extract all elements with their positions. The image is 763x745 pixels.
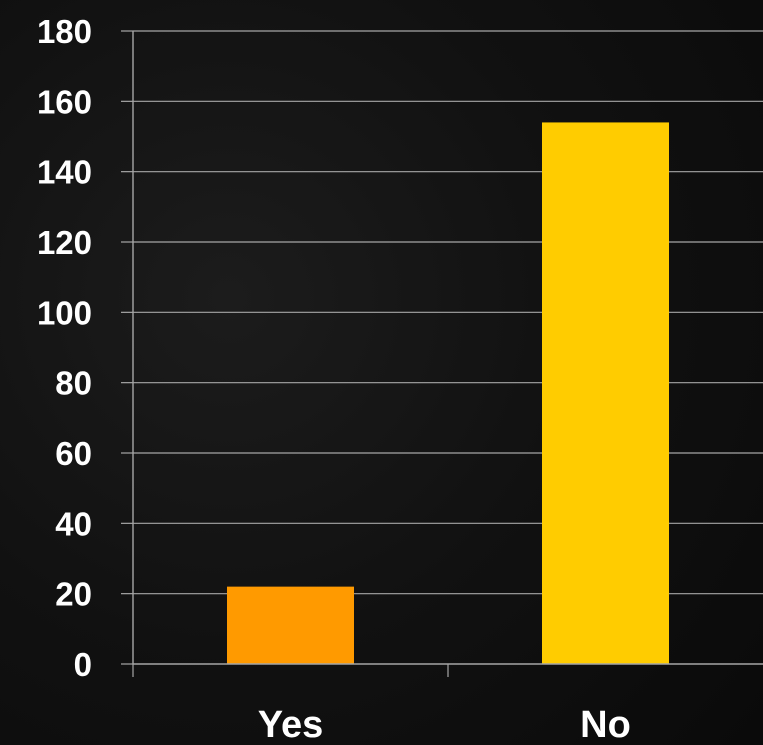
y-tick-label: 120 <box>37 224 92 261</box>
bars <box>227 122 669 664</box>
x-category-label: No <box>580 704 631 745</box>
y-axis-tick-labels: 0 20 40 60 80 100 120 140 160 180 <box>37 13 92 683</box>
y-tick-label: 0 <box>74 646 92 683</box>
x-axis-category-labels: Yes No <box>258 704 631 745</box>
y-tick-label: 60 <box>55 435 92 472</box>
y-tick-label: 20 <box>55 576 92 613</box>
y-tick-label: 100 <box>37 294 92 331</box>
y-tick-label: 80 <box>55 365 92 402</box>
y-tick-label: 180 <box>37 13 92 50</box>
bar-yes <box>227 586 354 664</box>
y-tick-label: 140 <box>37 154 92 191</box>
y-tick-label: 160 <box>37 83 92 120</box>
gridlines <box>133 30 763 595</box>
bar-no <box>542 122 669 664</box>
x-category-label: Yes <box>258 704 324 745</box>
axes <box>121 30 763 677</box>
y-tick-label: 40 <box>55 505 92 542</box>
